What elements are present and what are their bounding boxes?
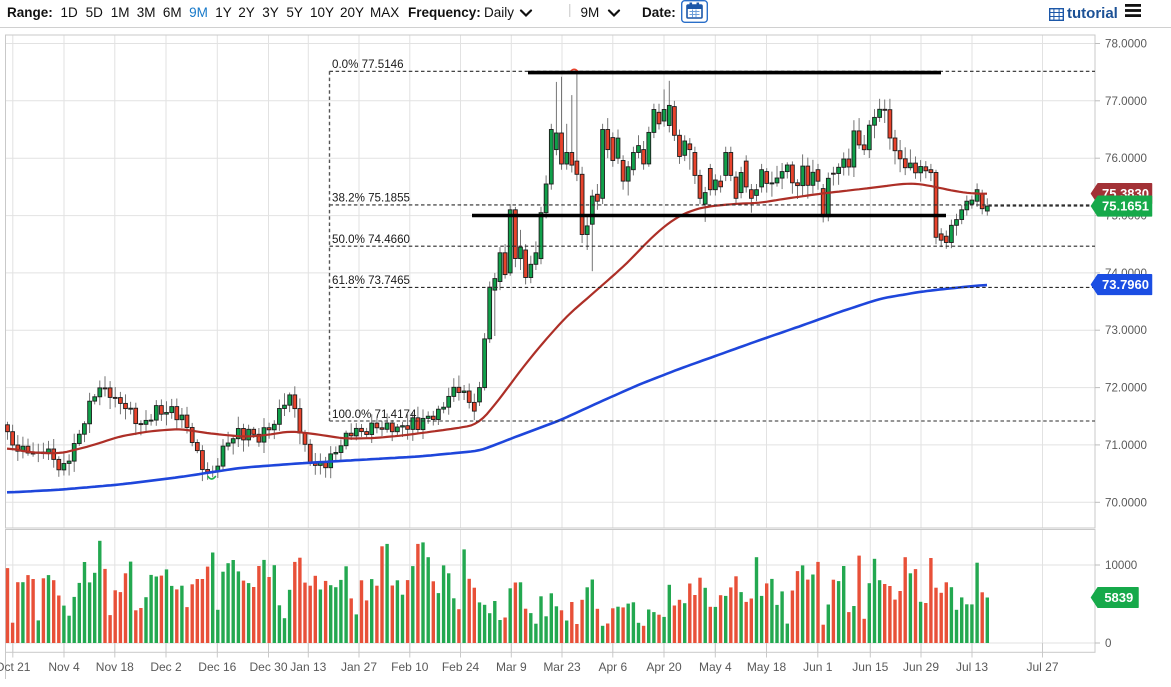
svg-text:73.0000: 73.0000: [1105, 324, 1147, 337]
svg-text:Oct 21: Oct 21: [0, 660, 31, 674]
svg-text:100.0% 71.4174: 100.0% 71.4174: [332, 408, 417, 421]
svg-text:Jan 13: Jan 13: [290, 660, 326, 674]
svg-text:77.0000: 77.0000: [1105, 95, 1147, 108]
svg-text:Jun 15: Jun 15: [852, 660, 888, 674]
svg-text:5839: 5839: [1104, 590, 1133, 605]
svg-text:0: 0: [1105, 637, 1111, 650]
svg-text:71.0000: 71.0000: [1105, 439, 1147, 452]
svg-text:May 18: May 18: [747, 660, 787, 674]
svg-text:Nov 4: Nov 4: [48, 660, 80, 674]
svg-text:72.0000: 72.0000: [1105, 382, 1147, 395]
svg-text:Jul 13: Jul 13: [956, 660, 988, 674]
svg-text:Dec 30: Dec 30: [249, 660, 287, 674]
svg-text:Mar 23: Mar 23: [543, 660, 581, 674]
svg-text:Feb 10: Feb 10: [391, 660, 429, 674]
svg-text:38.2% 75.1855: 38.2% 75.1855: [332, 192, 410, 205]
svg-text:May 4: May 4: [699, 660, 732, 674]
svg-text:Jun 29: Jun 29: [903, 660, 939, 674]
svg-text:Apr 20: Apr 20: [646, 660, 682, 674]
svg-text:Nov 18: Nov 18: [96, 660, 134, 674]
svg-text:Dec 16: Dec 16: [198, 660, 236, 674]
svg-text:70.0000: 70.0000: [1105, 496, 1147, 509]
svg-text:0.0% 77.5146: 0.0% 77.5146: [332, 58, 404, 71]
svg-text:75.1651: 75.1651: [1102, 199, 1149, 214]
svg-text:61.8% 73.7465: 61.8% 73.7465: [332, 274, 410, 287]
svg-text:Jan 27: Jan 27: [341, 660, 377, 674]
svg-text:50.0% 74.4660: 50.0% 74.4660: [332, 233, 410, 246]
svg-text:Dec 2: Dec 2: [150, 660, 182, 674]
svg-text:Feb 24: Feb 24: [442, 660, 480, 674]
svg-text:Apr 6: Apr 6: [598, 660, 627, 674]
svg-text:78.0000: 78.0000: [1105, 38, 1147, 51]
svg-text:Jul 27: Jul 27: [1026, 660, 1058, 674]
svg-text:Jun 1: Jun 1: [803, 660, 833, 674]
svg-text:76.0000: 76.0000: [1105, 152, 1147, 165]
svg-text:Mar 9: Mar 9: [496, 660, 527, 674]
svg-text:73.7960: 73.7960: [1102, 277, 1149, 292]
svg-text:10000: 10000: [1105, 559, 1137, 572]
